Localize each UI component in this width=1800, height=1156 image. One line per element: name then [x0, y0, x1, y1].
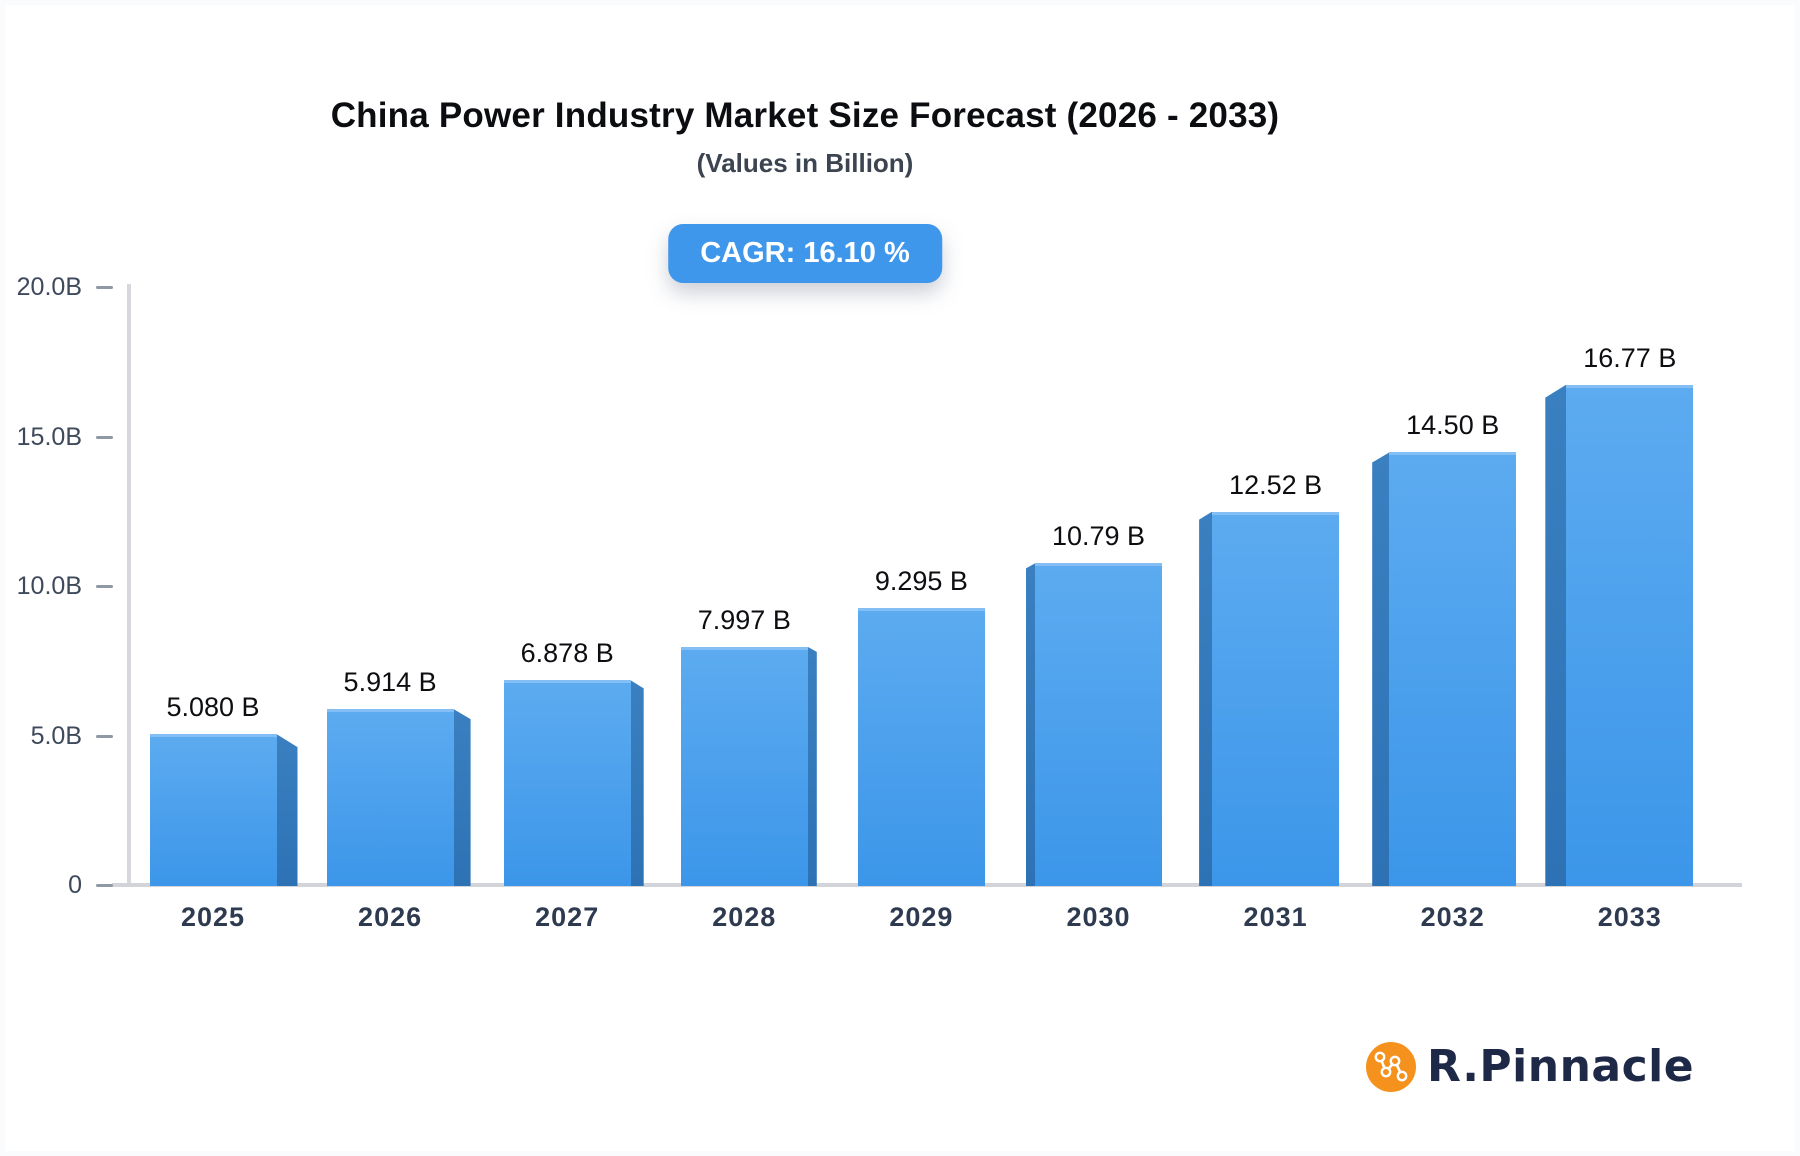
brand-logo-icon	[1366, 1041, 1416, 1092]
bar-2027	[503, 680, 631, 886]
x-tick-label: 2027	[535, 902, 600, 932]
brand-logo-text: R.Pinnacle	[1427, 1041, 1695, 1092]
bar-value-label: 5.914 B	[343, 667, 437, 698]
bar-value-label: 10.79 B	[1051, 521, 1146, 552]
y-tick-label: 15.0B	[16, 422, 82, 451]
bar-side-face	[1545, 384, 1567, 886]
bar-side-face	[1026, 563, 1035, 886]
bar-value-label: 9.295 B	[874, 566, 968, 597]
chart-subtitle: (Values in Billion)	[696, 148, 914, 178]
x-tick-label: 2031	[1243, 902, 1308, 932]
bar-side-face	[1372, 452, 1390, 886]
y-tick-mark	[96, 286, 113, 289]
y-tick-mark	[96, 585, 113, 588]
bar-2028	[680, 646, 808, 886]
bar-2030	[1035, 563, 1162, 886]
brand-logo: R.Pinnacle	[1366, 1041, 1694, 1092]
bar-value-label: 14.50 B	[1406, 410, 1500, 441]
bar-side-face	[630, 680, 644, 886]
chart-title: China Power Industry Market Size Forecas…	[330, 96, 1280, 135]
bar-value-label: 12.52 B	[1229, 469, 1323, 500]
y-tick-label: 10.0B	[16, 572, 82, 600]
y-tick-mark	[96, 435, 113, 439]
y-tick-mark	[96, 734, 113, 738]
cagr-badge: CAGR: 16.10 %	[668, 224, 942, 283]
bar-side-face	[276, 734, 298, 886]
bar-2032	[1389, 452, 1517, 886]
bar-value-label: 7.997 B	[697, 604, 791, 635]
bar-2026	[326, 709, 454, 886]
bar-2031	[1212, 511, 1340, 886]
bar-2029	[857, 608, 985, 886]
bar-side-face	[1199, 511, 1213, 886]
bar-side-face	[807, 646, 817, 886]
bar-value-label: 16.77 B	[1583, 342, 1677, 373]
bar-2025	[149, 734, 277, 886]
y-axis-line	[127, 284, 131, 886]
bar-side-face	[453, 709, 471, 886]
x-tick-label: 2033	[1597, 902, 1662, 932]
bar-value-label: 6.878 B	[520, 638, 614, 669]
x-tick-label: 2030	[1066, 902, 1131, 932]
x-tick-label: 2029	[889, 902, 954, 932]
y-tick-label: 5.0B	[30, 721, 82, 750]
y-tick-label: 20.0B	[16, 273, 82, 301]
x-tick-label: 2026	[358, 902, 423, 932]
bar-value-label: 5.080 B	[166, 692, 260, 723]
bar-2033	[1566, 384, 1694, 886]
y-tick-mark	[96, 884, 113, 887]
x-tick-label: 2032	[1420, 902, 1485, 932]
x-tick-label: 2025	[180, 902, 246, 932]
y-tick-label: 0	[68, 871, 82, 899]
x-tick-label: 2028	[712, 902, 777, 932]
